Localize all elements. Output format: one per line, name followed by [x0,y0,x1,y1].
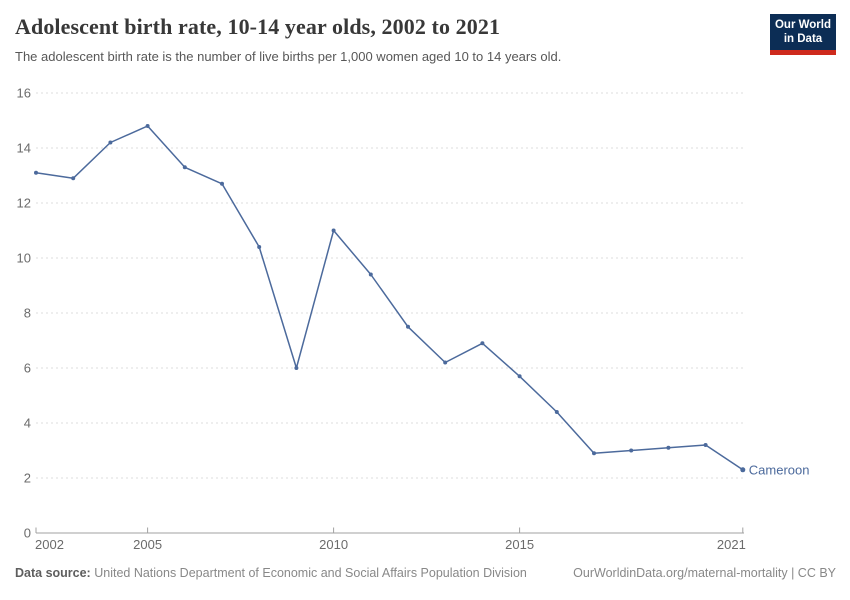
data-point-cameroon-2003[interactable] [71,176,76,181]
y-axis-tick-label-0: 0 [24,526,31,541]
data-point-cameroon-2002[interactable] [34,170,38,175]
x-axis-tick-label-2015: 2015 [505,537,534,552]
x-axis-tick-label-2002: 2002 [35,537,64,552]
data-point-cameroon-2021[interactable] [740,467,746,473]
data-point-cameroon-2012[interactable] [406,324,410,329]
y-axis-tick-label-6: 6 [24,361,31,376]
chart-subtitle: The adolescent birth rate is the number … [15,49,562,65]
y-axis-tick-label-12: 12 [17,196,31,211]
y-axis-tick-label-14: 14 [17,141,31,156]
data-point-cameroon-2011[interactable] [368,272,373,277]
x-axis-tick-label-2021: 2021 [717,537,746,552]
data-source-text: United Nations Department of Economic an… [94,566,527,580]
owid-logo-box: Our World in Data [770,14,836,50]
data-point-cameroon-2015[interactable] [517,374,522,379]
data-point-cameroon-2008[interactable] [257,245,262,249]
data-point-cameroon-2007[interactable] [220,181,224,186]
footer-data-source: Data source: United Nations Department o… [15,566,527,580]
y-axis-tick-label-8: 8 [24,306,31,321]
data-point-cameroon-2016[interactable] [554,410,559,414]
data-point-cameroon-2019[interactable] [666,445,671,450]
data-point-cameroon-2010[interactable] [331,228,336,233]
series-label-cameroon[interactable]: Cameroon [749,462,810,477]
data-point-cameroon-2013[interactable] [443,360,448,365]
data-point-cameroon-2014[interactable] [480,341,485,346]
data-point-cameroon-2020[interactable] [703,443,708,447]
line-chart-canvas: 0 2 4 6 8 10 12 14 16 2002 2005 2010 2015 2021 Cameroo… [17,86,810,553]
y-axis-tick-label-4: 4 [24,416,31,431]
y-axis-tick-label-10: 10 [17,251,31,266]
chart-title: Adolescent birth rate, 10-14 year olds, … [15,14,501,39]
series-line-cameroon[interactable] [35,125,744,471]
owid-logo[interactable]: Our World in Data [770,14,836,55]
data-point-cameroon-2009[interactable] [294,366,299,370]
data-point-cameroon-2017[interactable] [592,451,596,456]
owid-logo-line1: Our World [774,19,831,31]
x-axis-tick-label-2010: 2010 [319,537,348,552]
owid-logo-line2: in Data [783,33,823,46]
x-axis-tick-label-2005: 2005 [133,537,162,552]
data-point-cameroon-2005[interactable] [145,124,150,128]
y-axis-tick-label-2: 2 [24,471,31,486]
chart-header: Adolescent birth rate, 10-14 year olds, … [15,14,755,66]
y-axis-tick-label-16: 16 [17,86,31,101]
data-point-cameroon-2006[interactable] [182,165,187,170]
data-point-cameroon-2018[interactable] [629,448,634,453]
owid-logo-red-bar [770,49,836,55]
data-point-cameroon-2004[interactable] [108,140,113,145]
chart-footer: Data source: United Nations Department o… [15,566,836,580]
data-source-label: Data source: [15,566,91,580]
footer-license: OurWorldinData.org/maternal-mortality | … [573,566,836,580]
